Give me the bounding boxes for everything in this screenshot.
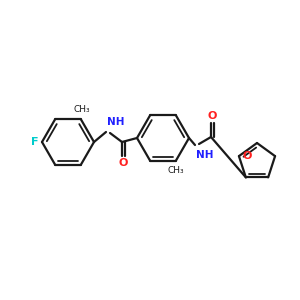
- Text: NH: NH: [196, 150, 214, 160]
- Text: NH: NH: [107, 117, 124, 127]
- Text: O: O: [207, 111, 217, 121]
- Text: CH₃: CH₃: [168, 166, 184, 175]
- Text: O: O: [118, 158, 128, 168]
- Text: CH₃: CH₃: [74, 106, 90, 115]
- Text: F: F: [32, 137, 39, 147]
- Text: O: O: [243, 151, 252, 161]
